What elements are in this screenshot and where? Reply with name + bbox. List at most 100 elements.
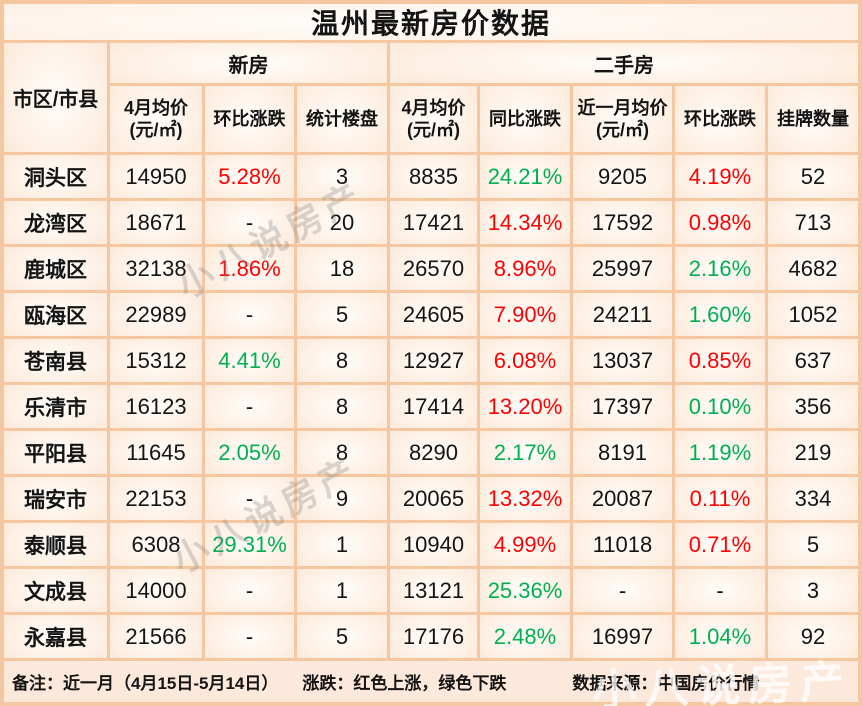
row-header-district: 瑞安市 <box>4 477 107 520</box>
row-header-district: 鹿城区 <box>4 247 107 290</box>
table-cell: 25997 <box>573 247 672 290</box>
table-cell: 13.20% <box>480 385 570 428</box>
table-cell: 0.11% <box>675 477 765 520</box>
table-cell: 20 <box>297 201 387 244</box>
table-cell: 4.99% <box>480 523 570 566</box>
table-cell: 11645 <box>110 431 202 474</box>
column-header: 4月均价(元/㎡) <box>390 86 477 152</box>
row-header-district: 苍南县 <box>4 339 107 382</box>
row-header-district: 平阳县 <box>4 431 107 474</box>
table-cell: 13.32% <box>480 477 570 520</box>
row-header-district: 龙湾区 <box>4 201 107 244</box>
table-cell: 9 <box>297 477 387 520</box>
table-cell: - <box>205 293 294 336</box>
table-cell: 6.08% <box>480 339 570 382</box>
table-cell: 2.17% <box>480 431 570 474</box>
table-cell: 8 <box>297 385 387 428</box>
row-header-district: 洞头区 <box>4 155 107 198</box>
table-cell: 356 <box>768 385 858 428</box>
table-cell: 24211 <box>573 293 672 336</box>
table-cell: 14950 <box>110 155 202 198</box>
table-cell: 637 <box>768 339 858 382</box>
table-cell: 8 <box>297 431 387 474</box>
table-cell: 0.71% <box>675 523 765 566</box>
table-cell: 10940 <box>390 523 477 566</box>
table-cell: 0.98% <box>675 201 765 244</box>
row-header-district: 泰顺县 <box>4 523 107 566</box>
row-header-district: 文成县 <box>4 569 107 612</box>
table-cell: 2.48% <box>480 615 570 658</box>
row-header-district: 乐清市 <box>4 385 107 428</box>
table-cell: 1.60% <box>675 293 765 336</box>
table-cell: 1.19% <box>675 431 765 474</box>
row-header-district: 永嘉县 <box>4 615 107 658</box>
table-cell: - <box>205 385 294 428</box>
table-cell: 8191 <box>573 431 672 474</box>
table-cell: 3 <box>297 155 387 198</box>
group-header-new-house: 新房 <box>110 43 387 83</box>
table-cell: - <box>205 477 294 520</box>
table-cell: 334 <box>768 477 858 520</box>
table-cell: 17397 <box>573 385 672 428</box>
table-cell: 18 <box>297 247 387 290</box>
corner-header-district: 市区/市县 <box>4 43 107 152</box>
table-cell: 12927 <box>390 339 477 382</box>
table-cell: 32138 <box>110 247 202 290</box>
table-cell: 25.36% <box>480 569 570 612</box>
table-cell: 29.31% <box>205 523 294 566</box>
footer-data-source: 数据来源：中国房价行情 <box>572 674 760 693</box>
footer-note: 备注：近一月（4月15日-5月14日） <box>12 674 279 693</box>
group-header-second-hand: 二手房 <box>390 43 858 83</box>
table-cell: 13121 <box>390 569 477 612</box>
row-header-district: 瓯海区 <box>4 293 107 336</box>
table-cell: 15312 <box>110 339 202 382</box>
table-cell: 1 <box>297 569 387 612</box>
table-cell: 13037 <box>573 339 672 382</box>
column-header: 挂牌数量 <box>768 86 858 152</box>
table-cell: 713 <box>768 201 858 244</box>
table-cell: 5 <box>297 293 387 336</box>
table-cell: 8.96% <box>480 247 570 290</box>
table-cell: 92 <box>768 615 858 658</box>
table-cell: 6308 <box>110 523 202 566</box>
table-cell: 1.04% <box>675 615 765 658</box>
table-cell: 2.05% <box>205 431 294 474</box>
table-cell: - <box>205 201 294 244</box>
footer-note-bar: 备注：近一月（4月15日-5月14日） 涨跌：红色上涨，绿色下跌 数据来源：中国… <box>4 661 858 702</box>
column-header: 同比涨跌 <box>480 86 570 152</box>
table-cell: 18671 <box>110 201 202 244</box>
column-header: 环比涨跌 <box>675 86 765 152</box>
table-cell: 1052 <box>768 293 858 336</box>
table-cell: 22153 <box>110 477 202 520</box>
table-cell: 17421 <box>390 201 477 244</box>
table-cell: 17414 <box>390 385 477 428</box>
table-cell: 0.85% <box>675 339 765 382</box>
table-cell: 9205 <box>573 155 672 198</box>
table-cell: - <box>205 615 294 658</box>
table-cell: 4.41% <box>205 339 294 382</box>
table-cell: 26570 <box>390 247 477 290</box>
column-header: 近一月均价(元/㎡) <box>573 86 672 152</box>
table-cell: 5.28% <box>205 155 294 198</box>
table-cell: 5 <box>297 615 387 658</box>
table-cell: 7.90% <box>480 293 570 336</box>
table-cell: 0.10% <box>675 385 765 428</box>
table-cell: 2.16% <box>675 247 765 290</box>
table-cell: 11018 <box>573 523 672 566</box>
column-header: 4月均价(元/㎡) <box>110 86 202 152</box>
table-cell: - <box>205 569 294 612</box>
footer-trend-legend: 涨跌：红色上涨，绿色下跌 <box>302 674 507 693</box>
table-cell: 16997 <box>573 615 672 658</box>
table-cell: 8835 <box>390 155 477 198</box>
table-cell: 5 <box>768 523 858 566</box>
table-cell: 4682 <box>768 247 858 290</box>
table-cell: 17176 <box>390 615 477 658</box>
table-cell: - <box>675 569 765 612</box>
table-cell: 20065 <box>390 477 477 520</box>
table-cell: 8 <box>297 339 387 382</box>
table-cell: 22989 <box>110 293 202 336</box>
table-cell: 1 <box>297 523 387 566</box>
table-cell: 3 <box>768 569 858 612</box>
table-cell: 52 <box>768 155 858 198</box>
